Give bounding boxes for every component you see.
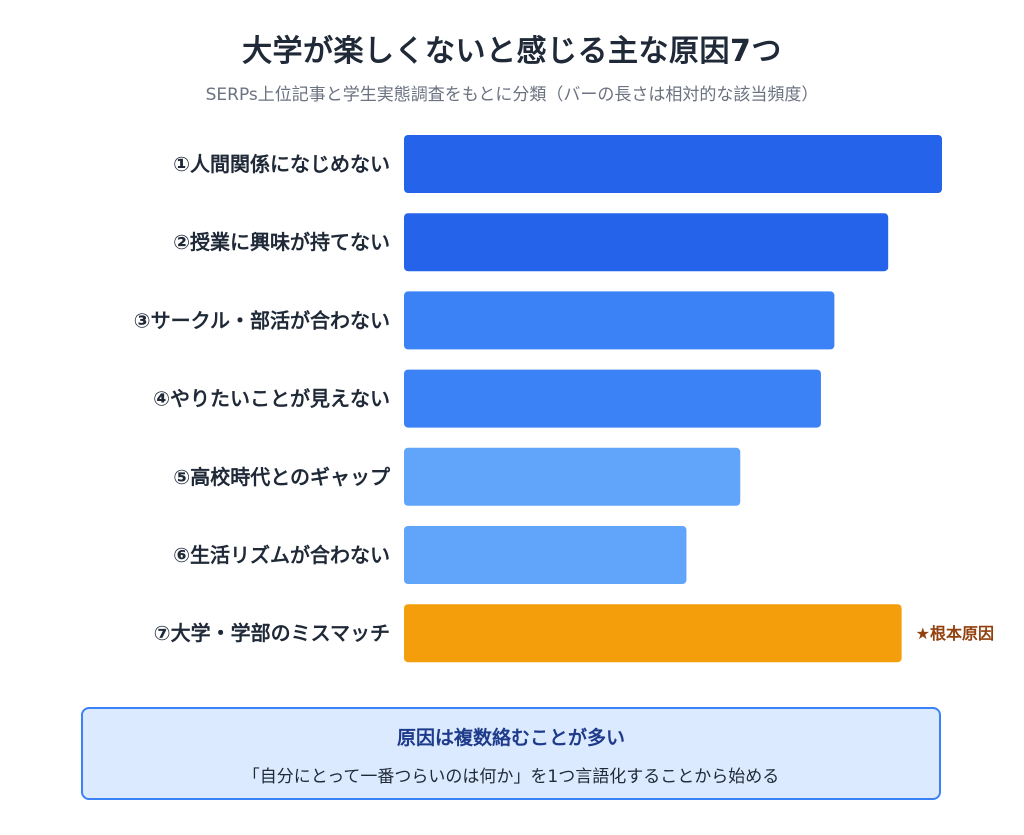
bar xyxy=(404,526,687,584)
category-label: ④やりたいことが見えない xyxy=(153,387,390,411)
note-text: 「自分にとって一番つらいのは何か」を1つ言語化することから始める xyxy=(242,767,780,787)
bar xyxy=(404,213,889,272)
note-title: 原因は複数絡むことが多い xyxy=(396,727,625,749)
category-label: ②授業に興味が持てない xyxy=(173,230,390,254)
bar xyxy=(404,291,835,350)
chart-title: 大学が楽しくないと感じる主な原因7つ xyxy=(242,34,782,69)
category-label: ①人間関係になじめない xyxy=(173,152,390,176)
bar xyxy=(404,135,942,193)
category-label: ③サークル・部活が合わない xyxy=(134,308,390,332)
category-label: ⑦大学・学部のミスマッチ xyxy=(154,621,390,645)
bar xyxy=(404,604,902,663)
bar xyxy=(404,447,741,506)
bar-annotation: ★根本原因 xyxy=(916,624,994,643)
note-box: 原因は複数絡むことが多い 「自分にとって一番つらいのは何か」を1つ言語化すること… xyxy=(81,707,941,800)
bar-chart: ①人間関係になじめない ②授業に興味が持てない ③サークル・部活が合わない ④やりたい… xyxy=(134,135,994,663)
bar xyxy=(404,369,821,428)
chart-subtitle: SERPs上位記事と学生実態調査をもとに分類（バーの長さは相対的な該当頻度） xyxy=(205,85,819,105)
category-label: ⑤高校時代とのギャップ xyxy=(173,465,391,489)
category-label: ⑥生活リズムが合わない xyxy=(173,543,390,567)
